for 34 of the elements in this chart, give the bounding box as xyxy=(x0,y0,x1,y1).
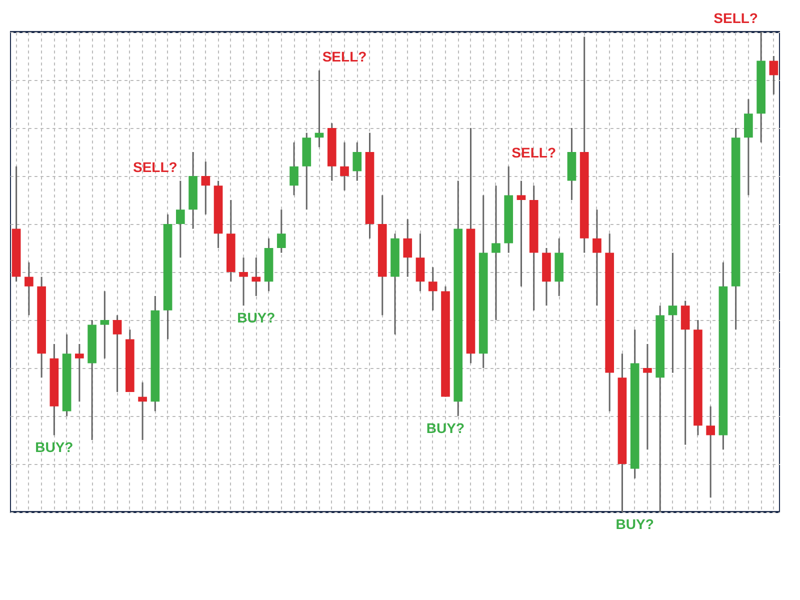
candlestick xyxy=(252,256,261,297)
annotation: BUY? xyxy=(237,310,276,326)
candlestick xyxy=(340,142,349,192)
candlestick xyxy=(239,256,248,306)
candlestick xyxy=(668,252,678,374)
annotation: SELL? xyxy=(322,48,367,64)
annotation: SELL? xyxy=(512,144,556,160)
candlestick xyxy=(176,180,185,258)
candlestick xyxy=(744,98,753,196)
candlestick xyxy=(416,232,425,292)
candlestick xyxy=(201,160,210,216)
annotation: BUY? xyxy=(426,420,465,436)
text: BUY? xyxy=(616,516,654,532)
candlestick xyxy=(276,208,286,254)
text: SELL? xyxy=(714,10,758,26)
candlestick xyxy=(138,382,147,441)
candlestick xyxy=(592,208,602,306)
candlestick xyxy=(680,300,690,446)
candlestick xyxy=(769,55,778,96)
candlestick xyxy=(112,314,122,393)
candlestick xyxy=(24,262,34,316)
candlestick xyxy=(75,343,84,402)
candlestick xyxy=(352,142,362,182)
candlestick xyxy=(290,142,298,196)
candlestick xyxy=(492,184,500,321)
annotation: SELL? xyxy=(132,158,178,175)
candlestick xyxy=(314,70,324,148)
annotation: BUY? xyxy=(35,439,74,456)
candlestick xyxy=(643,343,652,450)
candlestick xyxy=(516,180,526,288)
candlestick xyxy=(403,218,412,278)
candlestick xyxy=(428,266,438,312)
candlestick xyxy=(706,406,715,498)
candlestick xyxy=(100,290,110,360)
